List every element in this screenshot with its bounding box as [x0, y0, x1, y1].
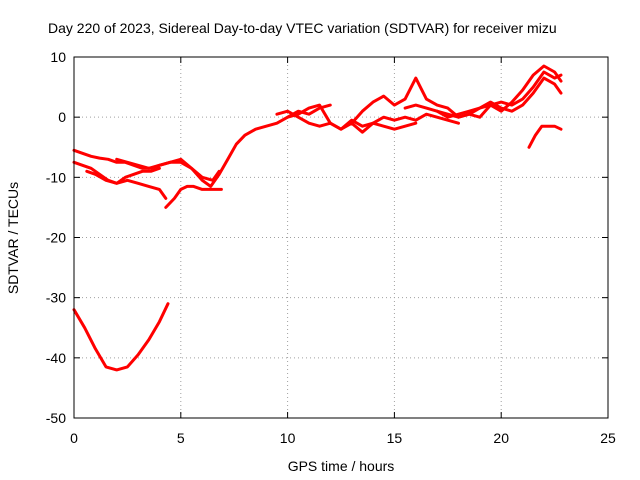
series-line-sat-track-5 — [115, 157, 221, 182]
y-tick-label: -10 — [46, 169, 66, 185]
y-tick-label: -40 — [46, 350, 66, 366]
series-line-sat-track-11 — [435, 70, 563, 119]
y-tick-label: -20 — [46, 230, 66, 246]
plot-area — [72, 64, 563, 372]
series-line-sat-track-1 — [72, 302, 170, 372]
series-line-sat-track-7 — [275, 109, 460, 134]
x-tick-label: 20 — [493, 430, 509, 446]
series-line-sat-track-8 — [286, 103, 418, 131]
y-tick-label: -30 — [46, 290, 66, 306]
x-axis-title: GPS time / hours — [288, 458, 395, 474]
x-tick-label: 25 — [600, 430, 616, 446]
chart-title: Day 220 of 2023, Sidereal Day-to-day VTE… — [48, 20, 557, 36]
y-axis-title: SDTVAR / TECUs — [5, 182, 21, 294]
series-line-sat-track-6 — [164, 184, 223, 209]
series-line-sat-track-12 — [527, 124, 563, 149]
y-tick-label: 0 — [58, 109, 66, 125]
y-tick-label: 10 — [50, 49, 66, 65]
y-tick-label: -50 — [46, 410, 66, 426]
x-tick-label: 15 — [387, 430, 403, 446]
series-line-sat-track-4 — [85, 169, 168, 200]
x-tick-label: 0 — [70, 430, 78, 446]
x-tick-label: 5 — [177, 430, 185, 446]
x-tick-label: 10 — [280, 430, 296, 446]
grid — [74, 57, 608, 418]
axis-ticks: 0 5 10 15 20 25 -50 -40 -30 -20 -10 0 10 — [46, 49, 616, 446]
